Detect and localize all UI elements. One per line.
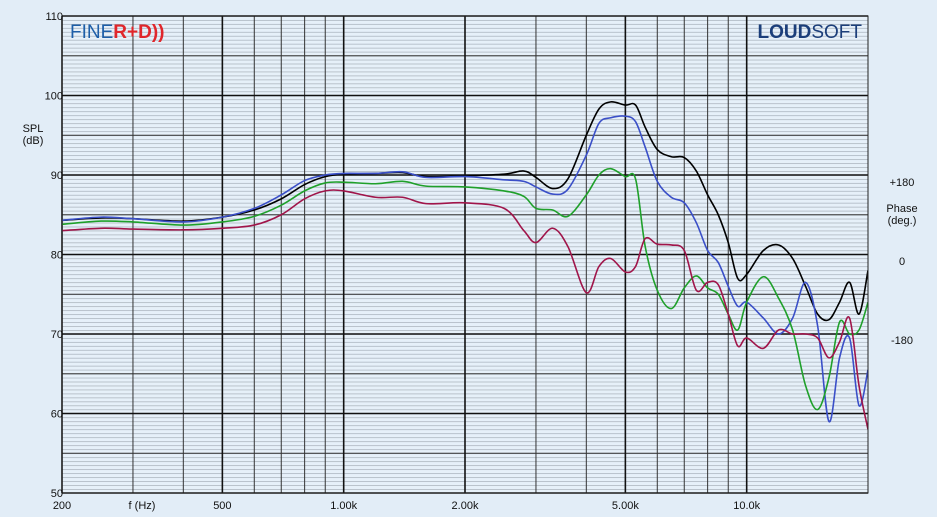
y2-tick-label: +180 bbox=[890, 177, 915, 189]
y-tick-label: 60 bbox=[51, 408, 63, 420]
response-curve bbox=[62, 189, 868, 430]
y-tick-label: 90 bbox=[51, 170, 63, 182]
y-tick-label: 80 bbox=[51, 249, 63, 261]
plot-frame bbox=[61, 15, 869, 494]
y2-tick-label: -180 bbox=[891, 335, 913, 347]
response-curve bbox=[62, 167, 868, 411]
response-curve bbox=[62, 115, 868, 423]
x-axis-label: f (Hz) bbox=[129, 500, 156, 512]
grid bbox=[61, 15, 869, 494]
y-tick-label: 110 bbox=[45, 11, 63, 23]
x-tick-label: 1.00k bbox=[330, 500, 357, 512]
brand-loud: LOUD bbox=[758, 22, 812, 43]
y-axis-label: SPL bbox=[23, 123, 44, 135]
x-tick-label: 10.0k bbox=[733, 500, 760, 512]
y-axis-label: (dB) bbox=[23, 135, 44, 147]
y-tick-label: 50 bbox=[51, 488, 63, 500]
y2-axis-label: (deg.) bbox=[888, 215, 917, 227]
x-tick-label: 500 bbox=[213, 500, 231, 512]
response-curve bbox=[62, 100, 868, 322]
y-tick-label: 70 bbox=[51, 329, 63, 341]
brand-right: LOUDSOFT bbox=[758, 22, 863, 43]
x-tick-label: 2.00k bbox=[452, 500, 479, 512]
x-tick-label: 5.00k bbox=[612, 500, 639, 512]
curves bbox=[62, 100, 868, 430]
y2-tick-label: 0 bbox=[899, 256, 905, 268]
brand-soft: SOFT bbox=[811, 22, 862, 43]
brand-fine: FINE bbox=[70, 22, 113, 43]
y2-axis-label: Phase bbox=[886, 203, 917, 215]
x-tick-label: 200 bbox=[53, 500, 71, 512]
y-tick-label: 100 bbox=[45, 90, 63, 102]
brand-left: FINER+D)) bbox=[70, 22, 164, 43]
brand-rd: R+D)) bbox=[113, 22, 164, 43]
